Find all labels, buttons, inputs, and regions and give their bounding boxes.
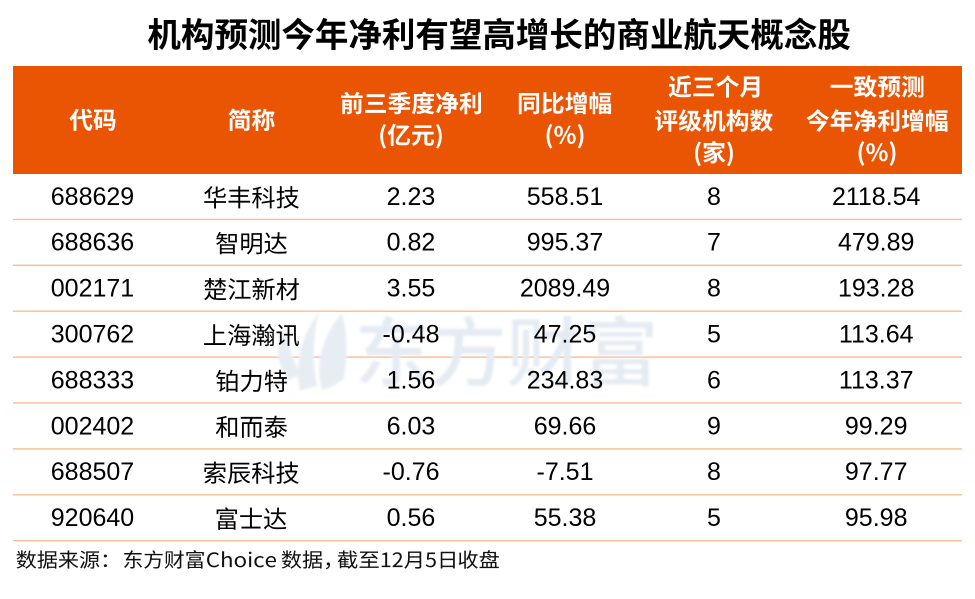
svg-text:688636: 688636 [51,229,134,257]
svg-text:0.56: 0.56 [387,504,436,532]
svg-text:002402: 002402 [51,412,134,440]
svg-text:920640: 920640 [51,504,134,532]
svg-text:113.64: 113.64 [839,321,914,349]
svg-text:9: 9 [707,412,721,440]
svg-text:6.03: 6.03 [387,412,436,440]
svg-text:8: 8 [707,458,721,486]
svg-text:2.23: 2.23 [387,183,436,211]
svg-text:2089.49: 2089.49 [520,275,610,303]
svg-text:558.51: 558.51 [527,183,603,211]
svg-text:3.55: 3.55 [387,275,436,303]
svg-text:234.83: 234.83 [527,366,603,394]
svg-text:99.29: 99.29 [845,412,908,440]
svg-text:47.25: 47.25 [534,321,597,349]
svg-text:-0.48: -0.48 [383,321,440,349]
svg-text:5: 5 [707,321,721,349]
svg-text:5: 5 [707,504,721,532]
svg-text:7: 7 [707,229,721,257]
svg-text:995.37: 995.37 [527,229,603,257]
svg-text:688333: 688333 [51,366,134,394]
svg-text:002171: 002171 [51,275,134,303]
svg-text:95.98: 95.98 [845,504,908,532]
svg-text:8: 8 [707,275,721,303]
svg-text:479.89: 479.89 [838,229,914,257]
svg-text:1.56: 1.56 [387,366,436,394]
svg-text:6: 6 [707,366,721,394]
svg-text:8: 8 [707,183,721,211]
svg-text:113.37: 113.37 [839,366,914,394]
svg-text:193.28: 193.28 [838,275,914,303]
svg-text:-0.76: -0.76 [383,458,440,486]
svg-text:300762: 300762 [51,321,134,349]
svg-text:2118.54: 2118.54 [832,183,921,211]
svg-text:688507: 688507 [51,458,134,486]
svg-text:-7.51: -7.51 [537,458,594,486]
svg-text:55.38: 55.38 [534,504,597,532]
svg-text:0.82: 0.82 [387,229,436,257]
svg-text:97.77: 97.77 [845,458,908,486]
svg-text:69.66: 69.66 [534,412,597,440]
svg-text:688629: 688629 [51,183,134,211]
